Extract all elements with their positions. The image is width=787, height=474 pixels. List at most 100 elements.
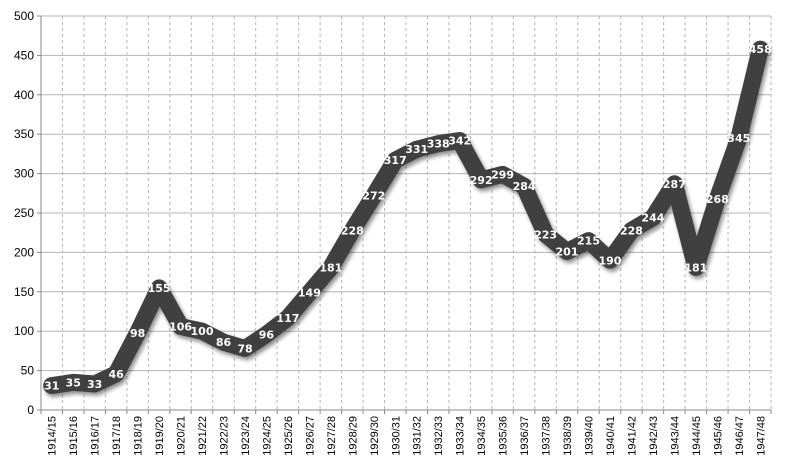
data-label: 292 — [470, 174, 493, 187]
x-tick-label: 1941/42 — [626, 416, 638, 456]
y-tick-label: 100 — [14, 324, 34, 338]
x-tick-label: 1944/45 — [691, 416, 703, 456]
data-point — [308, 291, 311, 294]
data-point — [544, 233, 547, 236]
data-point — [351, 229, 354, 232]
data-label: 338 — [427, 138, 450, 151]
series-layer — [43, 40, 769, 395]
x-tick-label: 1936/37 — [519, 416, 531, 456]
y-tick-label: 500 — [14, 9, 34, 23]
data-label: 244 — [641, 212, 664, 225]
data-label: 284 — [513, 180, 536, 193]
data-label: 228 — [341, 224, 364, 237]
data-point — [72, 381, 75, 384]
y-tick-label: 150 — [14, 285, 34, 299]
data-point — [630, 229, 633, 232]
series-line — [43, 40, 769, 395]
data-label: 215 — [577, 235, 600, 248]
data-label: 201 — [556, 246, 579, 259]
data-point — [222, 341, 225, 344]
x-tick-label: 1934/35 — [476, 416, 488, 456]
data-point — [501, 173, 504, 176]
data-label: 299 — [491, 168, 514, 181]
data-label: 331 — [405, 143, 428, 156]
data-point — [673, 182, 676, 185]
data-point — [394, 159, 397, 162]
x-tick-label: 1945/46 — [712, 416, 724, 456]
data-label: 272 — [362, 190, 385, 203]
x-tick-label: 1917/18 — [111, 416, 123, 456]
data-point — [115, 372, 118, 375]
data-point — [158, 286, 161, 289]
data-point — [201, 330, 204, 333]
data-point — [372, 194, 375, 197]
x-tick-label: 1946/47 — [734, 416, 746, 456]
data-point — [265, 333, 268, 336]
data-label: 181 — [319, 261, 342, 274]
data-point — [587, 239, 590, 242]
data-point — [415, 148, 418, 151]
data-label: 98 — [130, 327, 145, 340]
x-tick-label: 1935/36 — [498, 416, 510, 456]
x-tick-label: 1939/40 — [584, 416, 596, 456]
data-point — [243, 347, 246, 350]
x-tick-label: 1937/38 — [541, 416, 553, 456]
x-tick-label: 1925/26 — [283, 416, 295, 456]
data-point — [286, 316, 289, 319]
data-label: 106 — [169, 320, 192, 333]
data-point — [737, 137, 740, 140]
axes — [37, 15, 772, 414]
x-tick-label: 1947/48 — [755, 416, 767, 456]
y-tick-label: 400 — [14, 88, 34, 102]
y-tick-label: 0 — [27, 403, 34, 417]
data-label: 345 — [727, 132, 750, 145]
x-tick-label: 1940/41 — [605, 416, 617, 456]
data-point — [93, 382, 96, 385]
x-tick-label: 1931/32 — [412, 416, 424, 456]
x-tick-label: 1928/29 — [347, 416, 359, 456]
data-label: 31 — [44, 380, 59, 393]
y-tick-label: 300 — [14, 167, 34, 181]
data-label: 181 — [684, 261, 707, 274]
data-point — [716, 197, 719, 200]
data-point — [566, 250, 569, 253]
x-tick-label: 1921/22 — [197, 416, 209, 456]
data-point — [523, 185, 526, 188]
data-point — [759, 48, 762, 51]
data-label: 86 — [216, 336, 232, 349]
x-tick-label: 1916/17 — [90, 416, 102, 456]
x-tick-label: 1919/20 — [154, 416, 166, 456]
data-label: 78 — [237, 343, 252, 356]
x-tick-label: 1933/34 — [455, 416, 467, 456]
data-label: 100 — [191, 325, 214, 338]
data-label: 149 — [298, 287, 321, 300]
x-tick-label: 1914/15 — [47, 416, 59, 456]
data-label: 268 — [706, 193, 729, 206]
x-tick-label: 1927/28 — [326, 416, 338, 456]
x-tick-label: 1915/16 — [68, 416, 80, 456]
data-point — [480, 178, 483, 181]
x-tick-label: 1926/27 — [304, 416, 316, 456]
data-label: 287 — [663, 178, 686, 191]
data-label: 46 — [108, 368, 124, 381]
y-tick-label: 50 — [21, 364, 35, 378]
x-tick-labels: 1914/15 1915/16 1916/17 1917/18 1918/19 1919/… — [47, 416, 768, 456]
x-tick-label: 1920/21 — [176, 416, 188, 456]
x-tick-label: 1924/25 — [261, 416, 273, 456]
data-point — [651, 216, 654, 219]
y-tick-labels: 0 50 100 150 200 250 300 350 400 450 500 — [14, 9, 34, 417]
data-point — [179, 325, 182, 328]
data-label: 96 — [259, 328, 275, 341]
data-point — [136, 331, 139, 334]
data-label: 223 — [534, 228, 557, 241]
x-tick-label: 1942/43 — [648, 416, 660, 456]
data-point — [50, 384, 53, 387]
data-label: 155 — [148, 282, 171, 295]
y-tick-label: 250 — [14, 206, 34, 220]
data-label: 342 — [448, 135, 471, 148]
x-tick-label: 1930/31 — [390, 416, 402, 456]
x-tick-label: 1929/30 — [369, 416, 381, 456]
x-tick-label: 1938/39 — [562, 416, 574, 456]
x-tick-label: 1943/44 — [669, 416, 681, 456]
